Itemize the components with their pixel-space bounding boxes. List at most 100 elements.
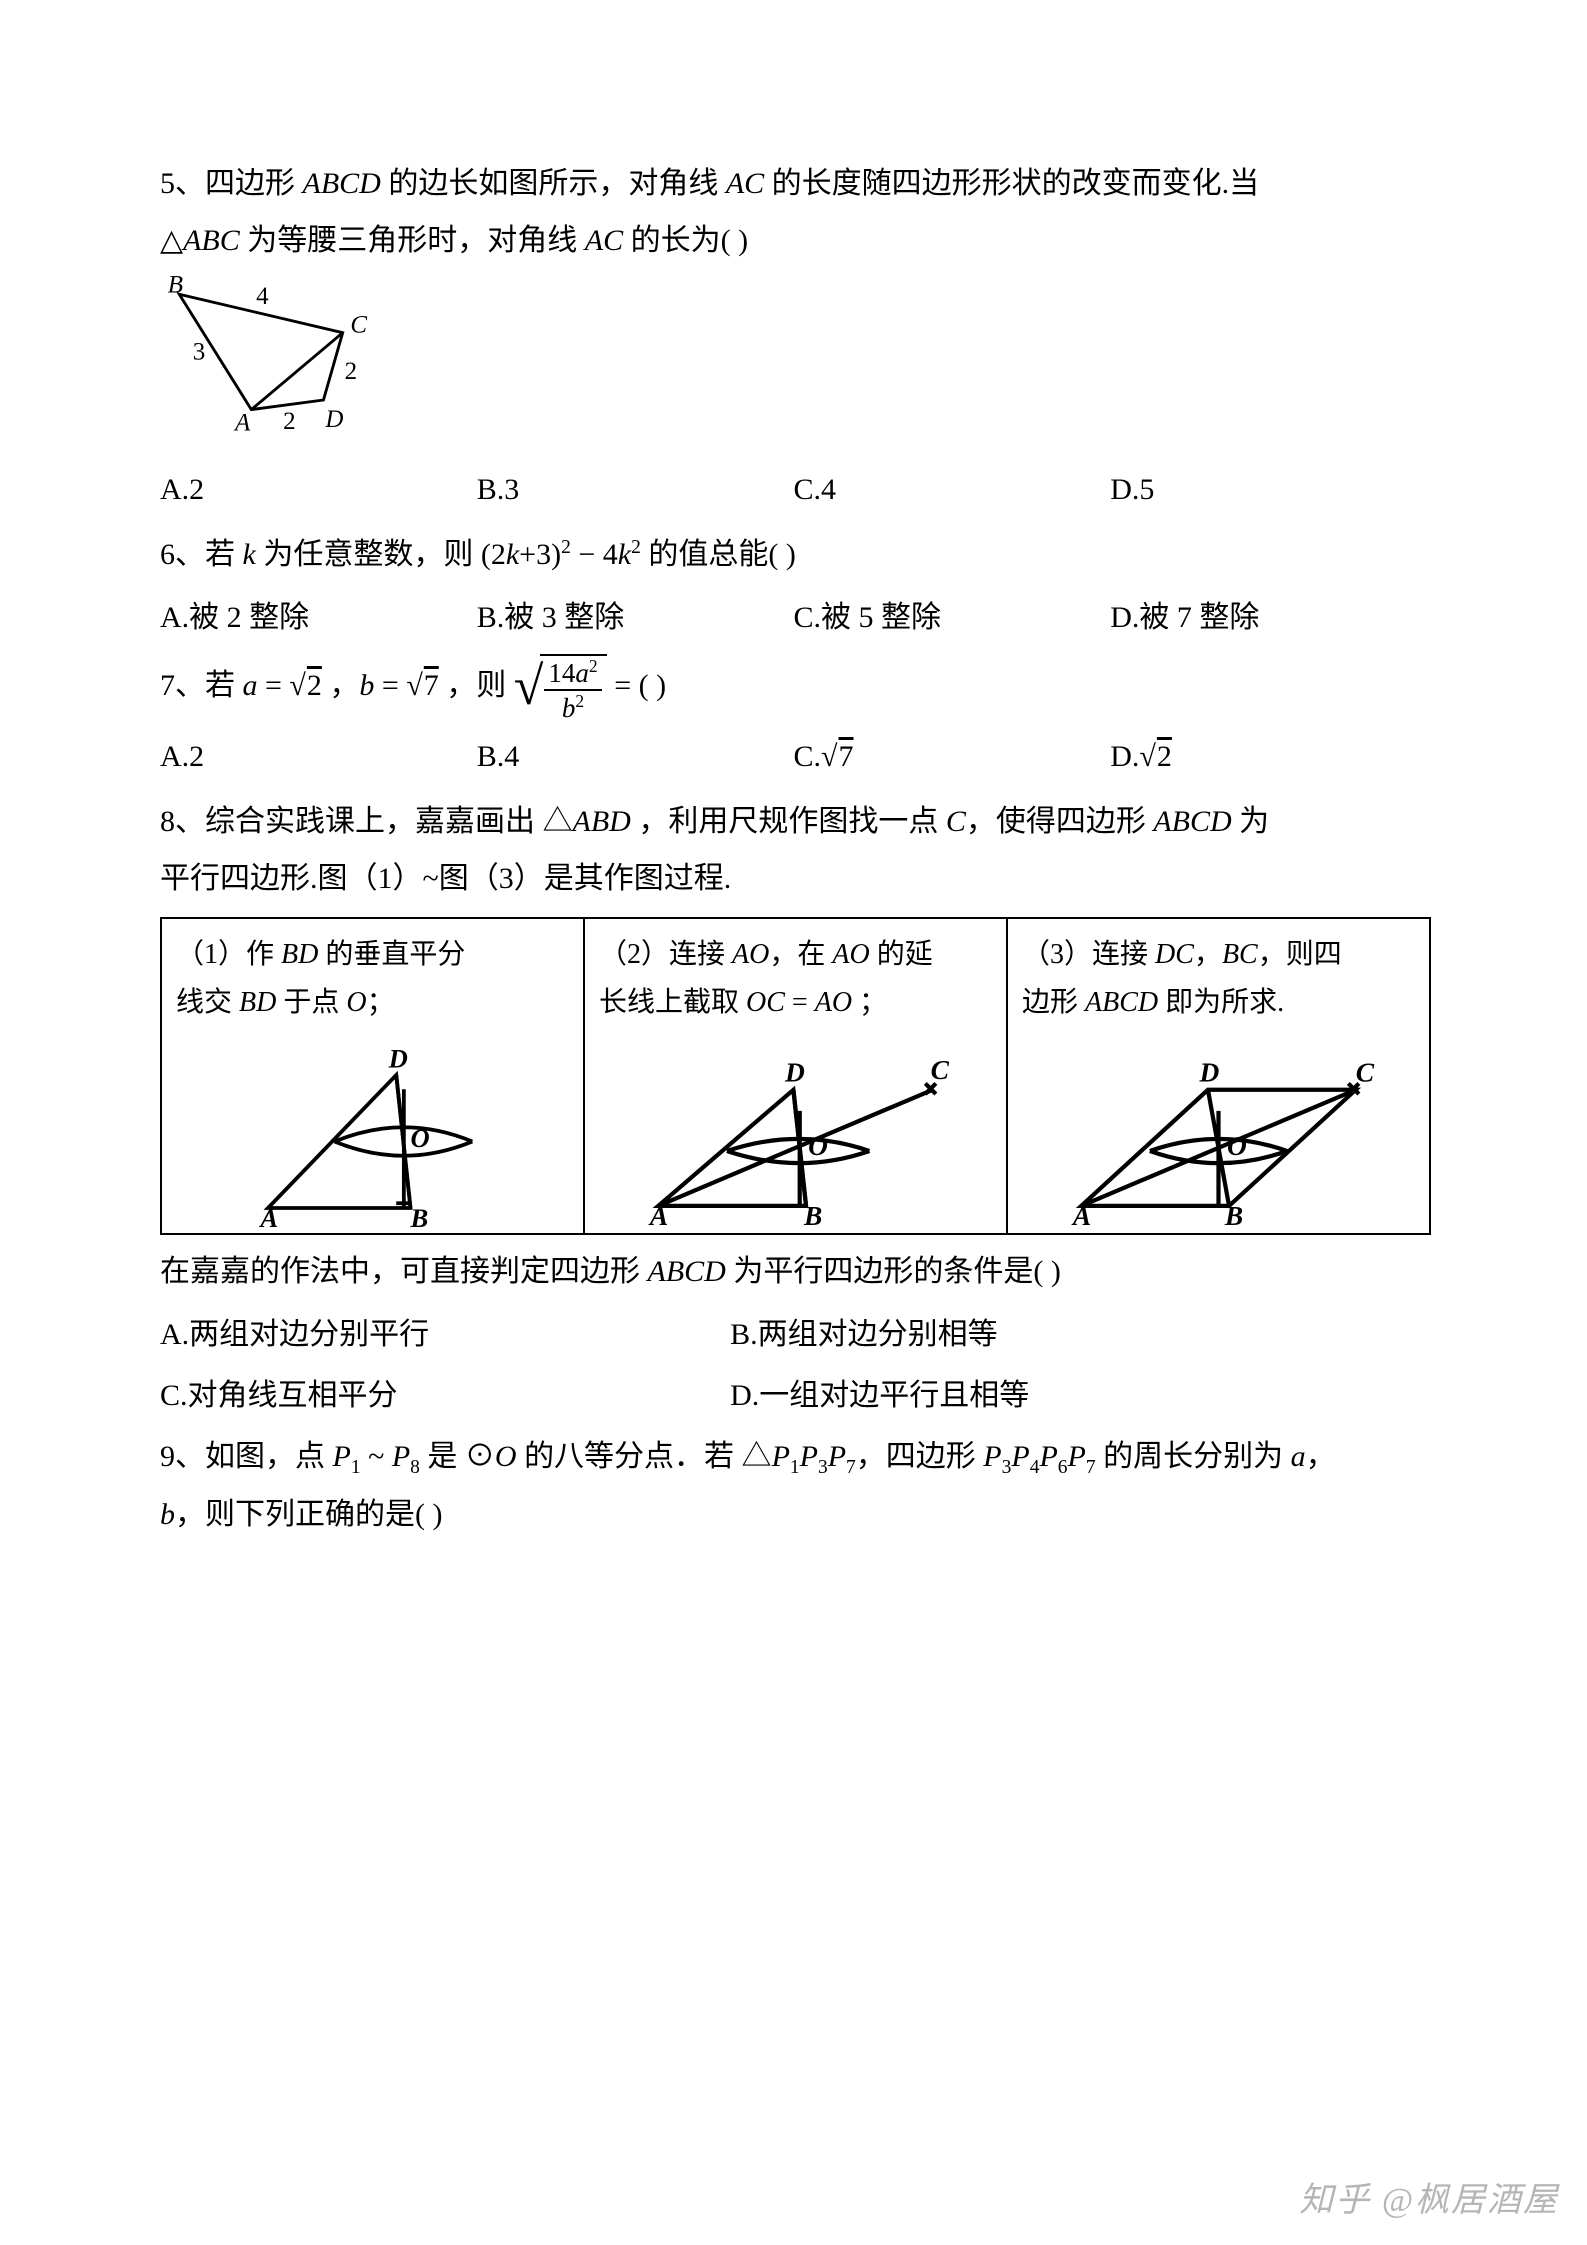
s1a: （1）作 [176,939,281,970]
s1bd: BD [281,939,318,970]
q9p8: P [392,1440,410,1473]
q9f: ， [1306,1440,1336,1473]
q5-text: 5、四边形 [160,167,303,200]
q7-sqrt2: 2 [306,669,322,702]
q6-e: 的值总能( ) [641,538,796,571]
q9r7s: 7 [1086,1457,1096,1478]
q7-var-b: b [359,669,374,702]
q8-d: 为 [1232,805,1270,838]
q9r4: P [1011,1440,1029,1473]
s2oc: OC [746,987,785,1018]
lbl-4: 4 [256,283,269,310]
s2ao: AO [732,939,769,970]
question-8: 8、综合实践课上，嘉嘉画出 △ABD ，利用尺规作图找一点 C，使得四边形 AB… [160,793,1427,907]
q8-c: ，使得四边形 [966,805,1154,838]
q9t7s: 7 [846,1457,856,1478]
q7-den-pow: 2 [575,691,584,711]
q7-opt-d-pre: D. [1110,740,1139,773]
q6-opt-b: B.被 3 整除 [477,589,794,646]
svg-text:A: A [258,1203,278,1227]
q6-a: 6、若 [160,538,243,571]
s3a: （3）连接 [1022,939,1155,970]
q8-step-1: （1）作 BD 的垂直平分 线交 BD 于点 O； D A [162,919,585,1232]
q9r6s: 6 [1058,1457,1068,1478]
q8-options: A.两组对边分别平行 B.两组对边分别相等 C.对角线互相平分 D.一组对边平行… [160,1306,1427,1428]
q8-fig-3: D A B O C [1022,1037,1415,1227]
svg-text:D: D [388,1043,408,1073]
s2eq: = [785,987,815,1018]
q6-c: +3) [519,538,561,571]
s2d: 长线上截取 [599,987,746,1018]
q9O: O [495,1440,517,1473]
q8-fig-2: D A B O C [599,1037,992,1227]
q6-b: 为任意整数，则 (2 [256,538,506,571]
q9s1: 1 [351,1457,361,1478]
svg-text:A: A [648,1201,668,1227]
q6-options: A.被 2 整除 B.被 3 整除 C.被 5 整除 D.被 7 整除 [160,589,1427,646]
lbl-B: B [168,275,183,298]
question-7: 7、若 a = √2 ，b = √7 ，则 √ 14a2 b2 = ( ) [160,654,1427,722]
s1bd2: BD [239,987,276,1018]
q5-text-b: 的边长如图所示，对角线 [381,167,726,200]
q7-sqrt7: 7 [423,669,439,702]
q7-eq2: = [374,669,406,702]
q8-opt-d: D.一组对边平行且相等 [730,1367,1300,1424]
s3comma: ， [1194,939,1222,970]
q8-after: 在嘉嘉的作法中，可直接判定四边形 ABCD 为平行四边形的条件是( ) [160,1243,1427,1300]
s3dc: DC [1155,939,1194,970]
lbl-2b: 2 [345,358,358,385]
q8-after-b: 为平行四边形的条件是( ) [726,1255,1061,1288]
q8-abd: ABD [573,805,631,838]
lbl-2a: 2 [283,408,296,435]
q9d: ，四边形 [856,1440,984,1473]
svg-text:B: B [410,1203,429,1227]
lbl-A: A [233,410,251,437]
s1d: 于点 [276,987,346,1018]
q7-var-a: a [243,669,258,702]
svg-text:D: D [784,1057,805,1087]
q9p1: P [333,1440,351,1473]
watermark: 知乎 @枫居酒屋 [1299,2172,1559,2221]
q6-opt-c: C.被 5 整除 [794,589,1111,646]
q6-opt-a: A.被 2 整除 [160,589,477,646]
q7-frac: 14a2 b2 [544,658,601,722]
q5-opt-d: D.5 [1110,461,1427,518]
svg-text:C: C [1356,1057,1375,1087]
sqrt-icon-3: √ [821,740,837,773]
q8-b: ，利用尺规作图找一点 [631,805,946,838]
q9r6: P [1039,1440,1057,1473]
q9c: 的八等分点．若 △ [517,1440,772,1473]
q5-options: A.2 B.3 C.4 D.5 [160,461,1427,518]
q5-abc: ABC [183,224,240,257]
q7-options: A.2 B.4 C.√7 D.√2 [160,728,1427,785]
s2e: ； [852,987,887,1018]
q9t7: P [828,1440,846,1473]
q7-opt-b: B.4 [477,728,794,785]
q6-k2: k [506,538,519,571]
q5-text2b: 为等腰三角形时，对角线 [240,224,585,257]
q9t1s: 1 [790,1457,800,1478]
q8-e: 平行四边形.图（1）~图（3）是其作图过程. [160,862,731,895]
q9tilde: ~ [361,1440,392,1473]
s1c: 线交 [176,987,239,1018]
q8-step-2: （2）连接 AO，在 AO 的延 长线上截取 OC = AO ； [585,919,1008,1232]
q7-opt-a: A.2 [160,728,477,785]
q7-eq1: = [258,669,290,702]
q5-abcd: ABCD [303,167,381,200]
s2a: （2）连接 [599,939,732,970]
q9r4s: 4 [1030,1457,1040,1478]
q5-figure: B C D A 4 3 2 2 [160,275,1427,457]
q7-textb: ，则 [439,669,514,702]
q8-opt-a: A.两组对边分别平行 [160,1306,730,1363]
q7-opt-c-pre: C. [794,740,822,773]
q9r3: P [983,1440,1001,1473]
svg-text:O: O [411,1123,430,1153]
q7-a: 7、若 [160,669,243,702]
q8-step-table: （1）作 BD 的垂直平分 线交 BD 于点 O； D A [160,917,1431,1234]
s3bc: BC [1222,939,1258,970]
sqrt-icon: √ [289,669,305,702]
q6-k: k [243,538,256,571]
q7-opt-c: C.√7 [794,728,1111,785]
q5-text-c: 的长度随四边形形状的改变而变化.当 [764,167,1259,200]
s2ao2: AO [832,939,869,970]
